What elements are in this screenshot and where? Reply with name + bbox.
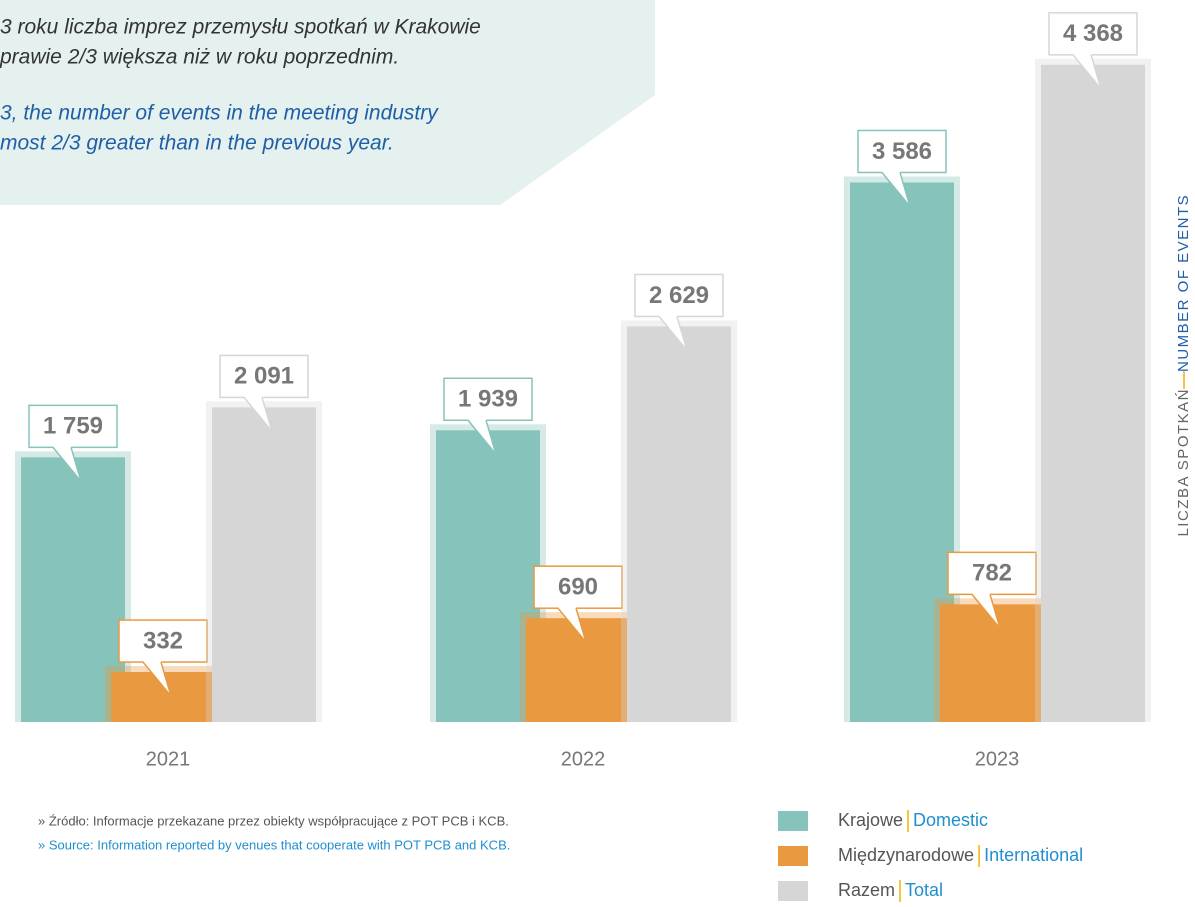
label-box	[443, 377, 533, 422]
label-pointer-edge	[557, 607, 587, 643]
value-label: 690	[558, 574, 598, 601]
annotation: 3, the number of events in the meeting i…	[0, 102, 439, 125]
annotation: 3 roku liczba imprez przemysłu spotkań w…	[0, 16, 481, 39]
legend-name-en: Domestic	[913, 810, 988, 830]
y-label: LICZBA SPOTKAŃ	[1175, 388, 1192, 537]
label-pointer-edge	[971, 593, 1001, 629]
legend-name: Krajowe	[838, 810, 903, 830]
label-box	[857, 129, 947, 174]
y-label-en: NUMBER OF EVENTS	[1175, 194, 1192, 372]
label-box	[634, 273, 724, 318]
label-box	[533, 565, 623, 609]
y-axis-label: LICZBA SPOTKAŃ NUMBER OF EVENTS	[1175, 194, 1192, 537]
bar	[21, 457, 125, 722]
value-label: 332	[143, 627, 183, 654]
label-box	[219, 354, 309, 399]
bar	[1041, 64, 1145, 722]
legend-swatch	[778, 811, 808, 831]
label-pointer-edge	[881, 171, 911, 207]
x-tick-label: 2023	[975, 748, 1020, 770]
bar	[436, 430, 540, 722]
value-label: 2 091	[234, 363, 294, 390]
label-box	[1048, 12, 1138, 56]
label-pointer-edge	[467, 419, 497, 455]
label-pointer-edge	[142, 661, 172, 697]
bar	[627, 326, 731, 722]
legend-name-en: Total	[905, 880, 943, 900]
label-pointer-edge	[52, 446, 82, 482]
x-tick-label: 2022	[561, 748, 606, 770]
label-pointer-edge	[243, 396, 273, 432]
value-label: 2 629	[649, 282, 709, 309]
bar	[940, 604, 1044, 722]
bar	[212, 407, 316, 722]
annotation: prawie 2/3 większa niż w roku poprzednim…	[0, 46, 399, 69]
label-box	[947, 551, 1037, 596]
value-label: 1 759	[43, 413, 103, 440]
label-box	[28, 404, 118, 449]
bar	[850, 182, 954, 723]
value-label: 4 368	[1063, 20, 1123, 47]
source: » Źródło: Informacje przekazane przez ob…	[38, 813, 509, 828]
source: » Source: Information reported by venues…	[38, 837, 510, 852]
legend-name: Razem	[838, 880, 895, 900]
bar	[526, 618, 630, 722]
annotation: most 2/3 greater than in the previous ye…	[0, 132, 394, 155]
banner	[0, 0, 655, 205]
legend-swatch	[778, 881, 808, 901]
x-tick-label: 2021	[146, 748, 191, 770]
value-label: 782	[972, 560, 1012, 587]
label-pointer-edge	[658, 315, 688, 351]
legend-swatch	[778, 846, 808, 866]
label-pointer-edge	[1072, 54, 1102, 90]
legend-name-en: International	[984, 845, 1083, 865]
value-label: 3 586	[872, 138, 932, 165]
value-label: 1 939	[458, 386, 518, 413]
legend-name: Międzynarodowe	[838, 845, 974, 865]
label-box	[118, 619, 208, 663]
